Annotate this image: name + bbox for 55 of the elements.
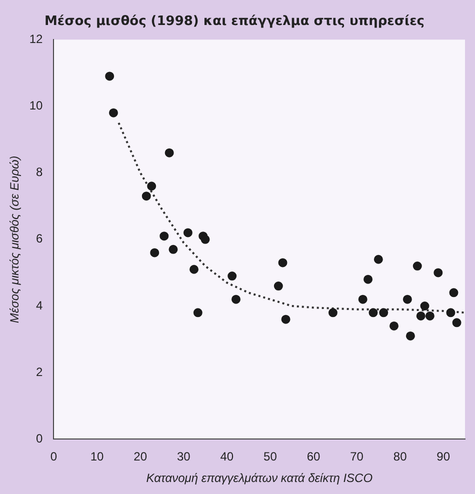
y-tick-label: 2 [36, 364, 44, 379]
x-axis-title: Κατανομή επαγγελμάτων κατά δείκτη ISCO [146, 471, 373, 486]
point [281, 314, 290, 324]
point [420, 302, 430, 310]
point [168, 244, 178, 254]
point [374, 254, 383, 264]
point [425, 311, 434, 320]
x-tick-label: 20 [134, 450, 148, 464]
point [368, 308, 378, 318]
x-tick-label: 0 [50, 450, 58, 464]
point [278, 258, 288, 268]
point [379, 308, 388, 318]
point [434, 268, 443, 278]
point [449, 288, 458, 298]
y-tick-label: 12 [29, 32, 44, 46]
y-tick-label: 4 [36, 298, 44, 312]
point [105, 72, 114, 81]
x-tick-label: 50 [264, 450, 278, 464]
point [147, 182, 156, 191]
x-tick-label: 80 [393, 450, 408, 464]
x-tick-label: 40 [220, 450, 234, 464]
point [274, 282, 283, 291]
y-tick-label: 6 [36, 232, 44, 246]
x-tick-label: 10 [90, 450, 104, 464]
point [406, 331, 415, 340]
point [452, 318, 462, 328]
point [328, 308, 338, 318]
point [190, 264, 199, 274]
y-tick-label: 8 [36, 165, 44, 180]
x-tick-label: 90 [436, 450, 450, 464]
point [232, 294, 240, 304]
point [108, 108, 118, 118]
point [183, 228, 192, 238]
point [228, 272, 237, 281]
point [446, 308, 456, 318]
x-tick-label: 30 [176, 450, 191, 464]
y-axis-title: Μέσος μικτός μισθός (σε Ευρώ) [8, 156, 22, 324]
x-tick-label: 60 [306, 450, 320, 464]
point [402, 294, 412, 304]
x-tick-label: 70 [350, 450, 364, 464]
point [142, 192, 151, 201]
point [193, 308, 202, 318]
y-tick-label: 10 [29, 98, 44, 113]
point [150, 248, 160, 258]
point [364, 274, 373, 284]
point [200, 234, 210, 244]
point [358, 294, 368, 304]
y-tick-label: 0 [36, 432, 44, 446]
point [416, 311, 426, 320]
point [390, 321, 399, 330]
chart-title: Μέσος μισθός (1998) και επάγγελμα στις υπηρεσίες [44, 14, 425, 30]
point [412, 262, 422, 271]
line-series [118, 122, 465, 314]
point [164, 148, 174, 158]
point [160, 232, 169, 241]
